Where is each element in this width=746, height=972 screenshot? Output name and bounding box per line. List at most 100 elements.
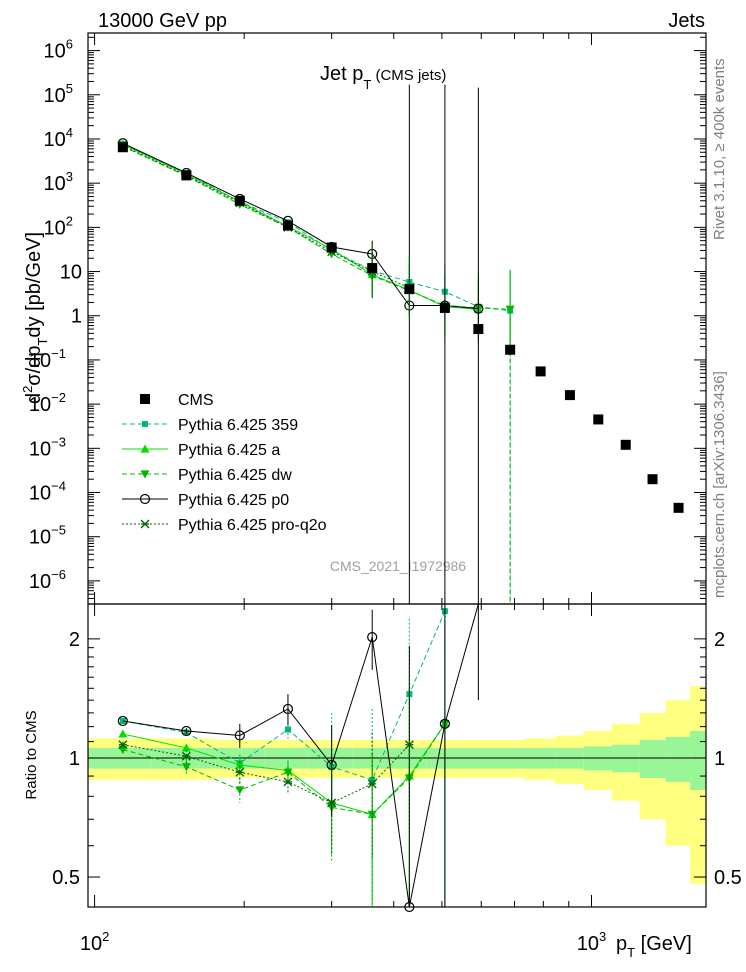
cms-data-point (647, 474, 658, 485)
cms-data-point (282, 220, 293, 231)
ratio-tick-label-left: 1 (69, 748, 80, 770)
cms-data-point (593, 414, 604, 425)
y-tick-label: 103 (44, 169, 73, 195)
ratio-uncertainty-band (88, 686, 706, 885)
cms-data-point (564, 390, 575, 401)
series-point (505, 305, 515, 314)
mc-series-2 (118, 142, 515, 604)
ratio-point (367, 632, 378, 643)
y-tick-label: 102 (44, 213, 73, 239)
y-tick-base: 10 (44, 173, 66, 195)
legend-entry-2: Pythia 6.425 dw (122, 467, 292, 484)
y-tick-exp: −3 (51, 434, 66, 449)
ratio-ylabel: Ratio to CMS (23, 710, 40, 799)
y-tick-base: 10 (29, 438, 51, 460)
legend: CMS Pythia 6.425 359 Pythia 6.425 a Pythia … (122, 392, 327, 534)
legend-label: Pythia 6.425 a (178, 442, 280, 459)
y-tick-label: 10−1 (29, 346, 66, 372)
legend-marker (140, 519, 150, 529)
y-tick-label: 10 (60, 262, 82, 284)
y-tick-label: 1 (71, 306, 82, 328)
analysis-watermark: CMS_2021_I1972986 (330, 558, 466, 574)
ratio-point (284, 726, 291, 733)
band-inner-bin (665, 736, 691, 782)
title-subscript: T (363, 77, 371, 92)
main-ylabel: d2σ/dpTdy [pb/GeV] (20, 232, 50, 404)
ratio-tick-label-left: 2 (69, 629, 80, 651)
svg-text:d2σ/dpTdy [pb/GeV]: d2σ/dpTdy [pb/GeV] (20, 232, 50, 404)
ratio-point (181, 743, 191, 752)
y-tick-base: 1 (71, 306, 82, 328)
header-energy: 13000 GeV pp (98, 10, 227, 32)
x-tick-exp: 2 (102, 929, 109, 944)
cms-data-point (326, 242, 337, 253)
ratio-point (283, 768, 293, 777)
ratio-point (327, 798, 337, 808)
ratio-tick-label-right: 0.5 (714, 867, 742, 889)
ratio-tick-label-right: 1 (714, 748, 725, 770)
y-tick-label: 10−5 (29, 523, 66, 549)
band-inner-bin (612, 744, 640, 773)
ratio-series-4 (118, 668, 414, 885)
mc-series-4 (118, 141, 414, 319)
main-title: Jet pT (CMS jets) (320, 63, 446, 92)
ratio-point (117, 715, 128, 727)
ratio-point (181, 725, 192, 737)
header-category: Jets (668, 10, 705, 32)
series-line (122, 143, 511, 312)
ratio-point (439, 718, 451, 729)
y-tick-exp: 2 (66, 213, 73, 228)
legend-label: Pythia 6.425 pro-q2o (178, 517, 327, 534)
y-tick-base: 10 (44, 85, 66, 107)
y-tick-base: 10 (44, 41, 66, 63)
ratio-series-group (117, 603, 479, 913)
x-tick-base: 10 (577, 933, 599, 955)
cms-data-point (535, 366, 546, 377)
cms-data-point (234, 195, 245, 206)
y-tick-exp: −6 (51, 567, 66, 582)
y-tick-exp: 5 (66, 81, 73, 96)
ratio-point (118, 740, 128, 750)
ratio-point (118, 729, 128, 738)
series-line (122, 144, 479, 310)
legend-entry-3: Pythia 6.425 p0 (122, 492, 289, 509)
legend-label: Pythia 6.425 359 (178, 417, 298, 434)
cms-data-point (181, 170, 192, 181)
ratio-frame (87, 603, 707, 908)
rivet-version-label: Rivet 3.1.10, ≥ 400k events (711, 58, 728, 240)
cms-data-point (673, 502, 684, 513)
mc-series-1 (118, 139, 483, 341)
legend-marker (142, 421, 148, 427)
y-tick-base: 10 (44, 129, 66, 151)
ratio-line (122, 610, 446, 781)
legend-marker (140, 470, 150, 479)
x-tick-base: 10 (80, 933, 102, 955)
ratio-point (367, 779, 377, 789)
mcplots-label: mcplots.cern.ch [arXiv:1306.3436] (711, 371, 728, 598)
title-main: Jet p (320, 63, 363, 85)
y-tick-base: 10 (60, 262, 82, 284)
ratio-point (326, 759, 337, 771)
ratio-point (234, 730, 245, 741)
y-tick-base: 10 (29, 394, 51, 416)
series-point (473, 303, 484, 314)
y-tick-label: 10−2 (29, 390, 66, 416)
y-tick-label: 10−4 (29, 479, 66, 505)
cms-data-point (620, 439, 631, 450)
ratio-line (122, 723, 446, 815)
legend-label: Pythia 6.425 dw (178, 467, 292, 484)
legend-marker (139, 493, 151, 505)
y-tick-exp: −5 (51, 523, 66, 538)
ratio-tick-label-left: 0.5 (52, 867, 80, 889)
y-tick-base: 10 (29, 527, 51, 549)
ratio-point (235, 767, 245, 777)
y-tick-exp: 6 (66, 37, 73, 52)
cms-data-point (439, 302, 450, 313)
ratio-point (283, 777, 293, 787)
cms-data-point (117, 142, 128, 153)
axes-group: 102 10310610510410310210110−110−210−310−4… (29, 32, 742, 955)
y-tick-exp: −1 (51, 346, 66, 361)
x-tick-label: 103 (577, 929, 606, 955)
y-tick-base: 10 (29, 350, 51, 372)
cms-data-point (367, 263, 378, 274)
